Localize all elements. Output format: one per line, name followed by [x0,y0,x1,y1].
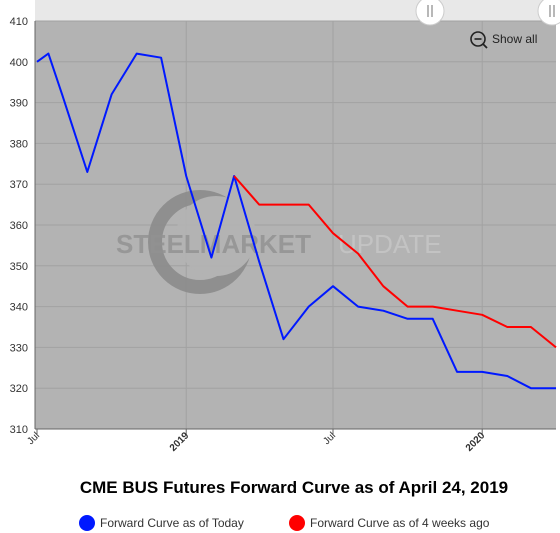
range-navigator[interactable] [35,0,560,21]
grid-lines [35,20,556,430]
legend-item-today[interactable]: Forward Curve as of Today [79,515,244,531]
legend-item-4-weeks-ago[interactable]: Forward Curve as of 4 weeks ago [289,515,490,531]
watermark-bold-text: STEELMARKET [116,229,311,259]
y-tick-label: 380 [10,138,28,150]
legend-label-4-weeks-ago[interactable]: Forward Curve as of 4 weeks ago [310,516,490,530]
y-tick-label: 340 [10,302,28,314]
zoom-out-handle [482,43,488,49]
y-tick-label: 400 [10,57,28,69]
series-line-today[interactable] [36,52,556,390]
y-tick-label: 320 [10,383,28,395]
zoom-out-icon [470,31,486,47]
handle-left-knob[interactable] [415,0,445,26]
y-tick-label: 390 [10,98,28,110]
x-tick-label: 2019 [168,430,192,454]
legend-marker-icon [289,515,305,531]
y-tick-label: 370 [10,179,28,191]
watermark-light-text: UPDATE [338,229,442,259]
series-line-4-weeks-ago[interactable] [233,175,557,349]
chart-title: CME BUS Futures Forward Curve as of Apri… [80,478,508,497]
watermark-swoosh-mask [176,196,256,276]
y-tick-label: 310 [10,424,28,436]
y-tick-label: 360 [10,220,28,232]
series-layer [36,52,557,390]
legend-marker-icon [79,515,95,531]
legend-label-today[interactable]: Forward Curve as of Today [100,516,244,530]
watermark-logo: STEELMARKET UPDATE [116,190,442,294]
show-all-button[interactable]: Show all [470,31,537,49]
y-axis-ticks: 310 320 330 340 350 360 370 380 390 400 410 [10,16,28,436]
y-tick-label: 330 [10,342,28,354]
x-axis-ticks: Jul 2019 Jul 2020 [25,429,488,454]
x-tick-label: Jul [321,430,338,447]
navigator-handle-left[interactable] [415,0,445,26]
navigator-handle-right[interactable] [537,0,560,26]
y-tick-label: 350 [10,261,28,273]
y-tick-label: 410 [10,16,28,28]
show-all-label[interactable]: Show all [492,32,537,46]
legend: Forward Curve as of Today Forward Curve … [79,515,490,531]
x-tick-label: 2020 [464,430,488,454]
